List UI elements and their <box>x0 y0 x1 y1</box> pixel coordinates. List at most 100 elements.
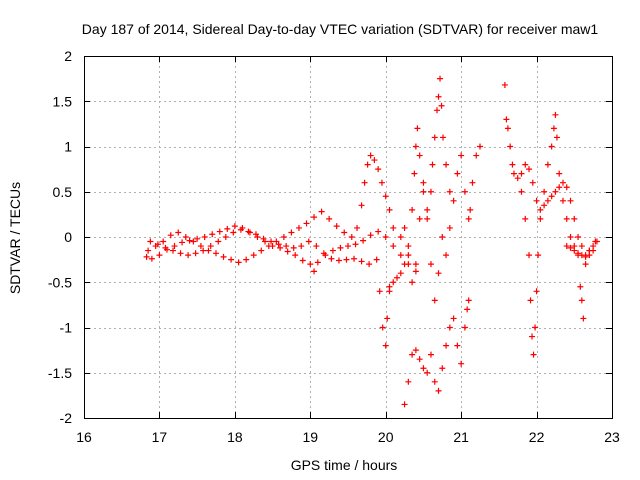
data-point <box>299 257 306 264</box>
data-point <box>351 255 358 262</box>
data-point <box>230 229 237 236</box>
series-sat-track-e <box>401 297 472 408</box>
data-point <box>454 170 461 177</box>
data-point <box>530 351 537 358</box>
data-point <box>170 247 177 254</box>
data-point <box>420 365 427 372</box>
data-point <box>529 333 536 340</box>
data-point <box>162 244 169 251</box>
data-point <box>216 228 223 235</box>
data-point <box>175 229 182 236</box>
data-point <box>578 297 585 304</box>
data-point <box>401 224 408 231</box>
data-point <box>333 223 340 230</box>
data-point <box>458 360 465 367</box>
x-tick-label: 18 <box>227 429 243 445</box>
data-point <box>145 247 152 254</box>
data-point <box>556 170 563 177</box>
data-point <box>533 288 540 295</box>
data-point <box>197 243 204 250</box>
data-point <box>194 235 201 242</box>
data-point <box>367 152 374 159</box>
data-point <box>341 229 348 236</box>
data-point <box>314 259 321 266</box>
data-point <box>213 250 219 257</box>
data-point <box>354 224 361 231</box>
data-point <box>192 250 199 257</box>
data-point <box>582 261 589 268</box>
data-point <box>154 241 161 248</box>
data-point <box>228 256 235 263</box>
y-tick-label: 0.5 <box>53 184 73 200</box>
data-point <box>446 324 453 331</box>
data-point <box>438 102 445 109</box>
data-point <box>446 188 453 195</box>
data-point <box>427 188 434 195</box>
data-point <box>397 270 404 277</box>
data-point <box>397 252 404 259</box>
data-point <box>552 111 559 118</box>
data-point <box>550 125 557 132</box>
data-point <box>295 224 302 231</box>
data-point <box>283 243 290 250</box>
y-axis-label: SDTVAR / TECUs <box>7 182 23 294</box>
data-point <box>405 243 412 250</box>
series-sat-track-a <box>143 223 419 275</box>
data-point <box>412 347 419 354</box>
data-point <box>328 255 335 262</box>
data-point <box>414 125 421 132</box>
data-point <box>443 342 450 349</box>
data-point <box>237 226 244 233</box>
data-point <box>373 256 380 263</box>
data-point <box>434 107 441 114</box>
data-point <box>147 238 154 245</box>
data-point <box>376 288 383 295</box>
data-point <box>265 243 272 250</box>
data-point <box>409 279 416 286</box>
data-point <box>464 306 471 313</box>
data-point <box>439 234 446 240</box>
series-sat-track-b <box>145 152 397 266</box>
x-tick-label: 23 <box>604 429 620 445</box>
data-point <box>544 197 551 204</box>
data-point <box>307 261 314 268</box>
data-point <box>450 197 457 204</box>
data-point <box>394 274 401 281</box>
data-point <box>371 157 378 164</box>
data-point <box>260 235 267 242</box>
data-point <box>326 215 333 222</box>
data-point <box>382 342 389 349</box>
data-point <box>567 234 574 240</box>
data-point <box>461 188 468 195</box>
data-point <box>345 243 351 250</box>
data-point <box>235 259 242 266</box>
data-point <box>469 179 476 186</box>
data-point <box>552 188 559 195</box>
data-point <box>582 253 589 260</box>
data-point <box>533 197 540 204</box>
data-point <box>298 243 305 250</box>
data-point <box>593 238 600 245</box>
data-point <box>280 234 287 240</box>
y-tick-label: -1.5 <box>48 365 72 381</box>
y-tick-label: 1 <box>64 139 72 155</box>
x-tick-label: 17 <box>152 429 168 445</box>
data-point <box>364 161 371 168</box>
data-point <box>424 206 431 213</box>
data-point <box>454 342 461 349</box>
data-point <box>544 161 551 168</box>
data-point <box>361 179 368 186</box>
data-point <box>507 143 514 150</box>
data-point <box>532 324 539 331</box>
data-point <box>427 351 434 358</box>
data-point <box>556 184 563 191</box>
data-point <box>288 229 295 236</box>
data-point <box>224 225 231 232</box>
x-tick-label: 21 <box>453 429 469 445</box>
data-point <box>182 234 189 240</box>
data-point <box>541 202 548 209</box>
data-point <box>358 258 365 265</box>
data-point <box>277 244 284 251</box>
data-point <box>416 152 423 159</box>
data-point <box>190 238 197 245</box>
